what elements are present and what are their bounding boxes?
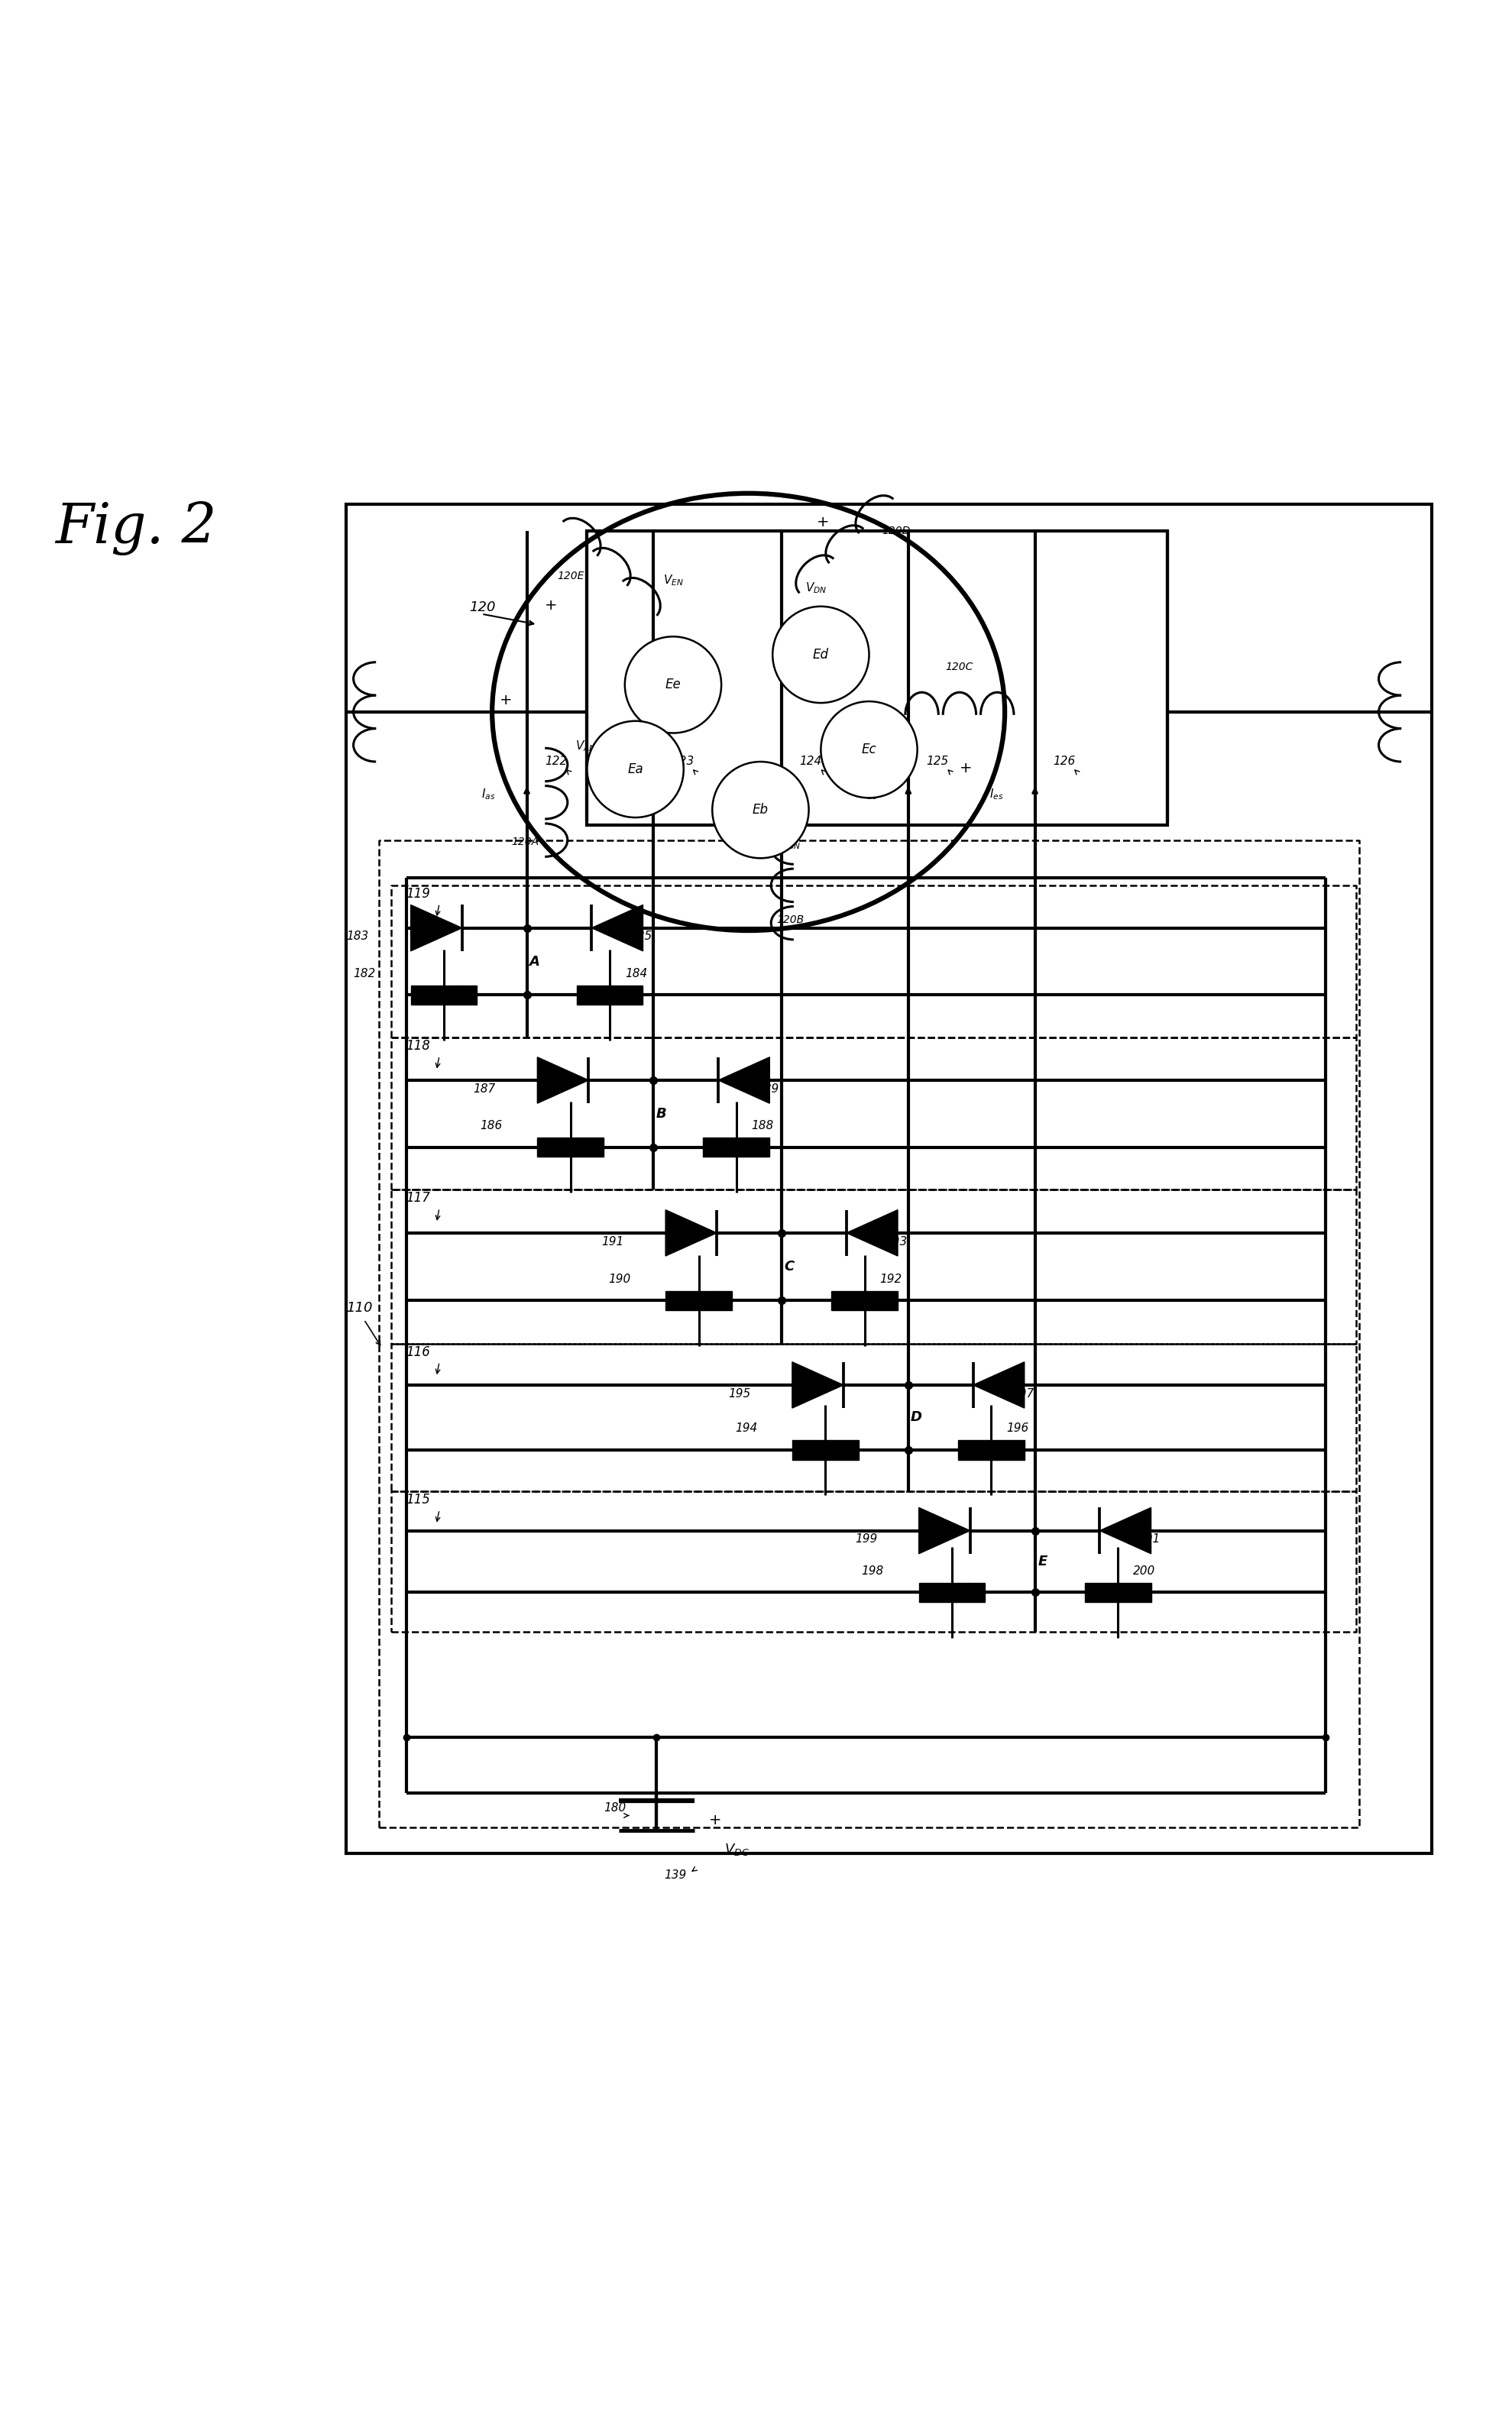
Text: $V_{DC}$: $V_{DC}$ — [724, 1843, 750, 1857]
Text: B: B — [656, 1107, 667, 1120]
Text: 125: 125 — [927, 755, 948, 767]
Bar — [919, 1582, 986, 1602]
Text: 183: 183 — [346, 930, 369, 942]
Text: 194: 194 — [735, 1424, 758, 1434]
Text: +: + — [816, 516, 829, 531]
Text: 189: 189 — [756, 1083, 779, 1095]
Text: 120B: 120B — [777, 915, 804, 925]
Text: 126: 126 — [1052, 755, 1075, 767]
Circle shape — [821, 701, 918, 798]
Bar — [792, 1441, 859, 1460]
Text: +: + — [544, 599, 558, 613]
Bar — [703, 1137, 770, 1156]
Bar — [1084, 1582, 1151, 1602]
Text: 197: 197 — [1012, 1387, 1034, 1400]
Text: E: E — [1037, 1555, 1048, 1567]
Text: 110: 110 — [346, 1302, 372, 1314]
Bar — [665, 1290, 732, 1309]
Bar — [832, 1290, 898, 1309]
Text: +: + — [499, 694, 513, 708]
Text: +: + — [960, 762, 972, 776]
Polygon shape — [591, 905, 643, 952]
Text: $I_{es}$: $I_{es}$ — [990, 786, 1004, 801]
Text: Ee: Ee — [665, 679, 680, 691]
Text: 123: 123 — [671, 755, 694, 767]
Text: $V_{AN}$: $V_{AN}$ — [575, 740, 596, 752]
Text: 120: 120 — [470, 601, 496, 613]
Bar — [411, 986, 478, 1005]
Text: 120D: 120D — [881, 526, 910, 535]
Text: Ea: Ea — [627, 762, 643, 776]
Circle shape — [587, 720, 683, 818]
Text: 122: 122 — [544, 755, 567, 767]
Text: $V_{EN}$: $V_{EN}$ — [662, 572, 683, 587]
Polygon shape — [411, 905, 463, 952]
Text: C: C — [785, 1261, 794, 1273]
Circle shape — [624, 638, 721, 733]
Polygon shape — [792, 1363, 844, 1409]
Text: 186: 186 — [481, 1120, 502, 1132]
Text: $I_{ds}$: $I_{ds}$ — [863, 786, 877, 801]
Text: $V_{CN}$: $V_{CN}$ — [892, 762, 913, 776]
Text: 119: 119 — [407, 886, 431, 901]
Text: 193: 193 — [885, 1236, 907, 1246]
Polygon shape — [1099, 1507, 1151, 1553]
Text: 192: 192 — [880, 1273, 903, 1285]
Text: 196: 196 — [1007, 1424, 1028, 1434]
Polygon shape — [718, 1056, 770, 1103]
Text: D: D — [910, 1412, 921, 1424]
Text: Eb: Eb — [753, 803, 768, 818]
Text: 139: 139 — [664, 1869, 686, 1881]
Text: $V_{DN}$: $V_{DN}$ — [806, 582, 827, 594]
Text: 198: 198 — [862, 1565, 885, 1577]
Text: 120A: 120A — [511, 837, 540, 847]
Text: 184: 184 — [624, 969, 647, 978]
Text: 124: 124 — [800, 755, 823, 767]
Text: 188: 188 — [751, 1120, 774, 1132]
Text: 118: 118 — [407, 1039, 431, 1054]
Text: A: A — [529, 954, 540, 969]
Text: $I_{bs}$: $I_{bs}$ — [608, 786, 623, 801]
Text: 201: 201 — [1139, 1533, 1161, 1546]
Text: $V_{BN}$: $V_{BN}$ — [780, 837, 801, 852]
Text: 115: 115 — [407, 1492, 431, 1507]
Bar — [537, 1137, 603, 1156]
Text: 120E: 120E — [556, 572, 584, 582]
Bar — [959, 1441, 1025, 1460]
Circle shape — [712, 762, 809, 859]
Circle shape — [773, 606, 869, 703]
Text: 182: 182 — [354, 969, 376, 978]
Text: 185: 185 — [631, 930, 653, 942]
Polygon shape — [919, 1507, 971, 1553]
Text: 190: 190 — [608, 1273, 631, 1285]
Text: 199: 199 — [854, 1533, 877, 1546]
Text: 120C: 120C — [945, 662, 974, 672]
Bar — [576, 986, 643, 1005]
Polygon shape — [974, 1363, 1025, 1409]
Text: 191: 191 — [602, 1236, 624, 1246]
Text: +: + — [733, 820, 745, 835]
Text: +: + — [709, 1813, 721, 1828]
Text: 116: 116 — [407, 1346, 431, 1358]
Text: 200: 200 — [1132, 1565, 1155, 1577]
Text: Ec: Ec — [862, 742, 877, 757]
Text: Fig. 2: Fig. 2 — [54, 501, 216, 555]
Polygon shape — [847, 1210, 898, 1256]
Text: Ed: Ed — [813, 647, 829, 662]
Text: $I_{cs}$: $I_{cs}$ — [736, 786, 750, 801]
Text: $I_{as}$: $I_{as}$ — [482, 786, 496, 801]
Text: 117: 117 — [407, 1190, 431, 1205]
Text: 195: 195 — [729, 1387, 750, 1400]
Text: 187: 187 — [473, 1083, 496, 1095]
Polygon shape — [537, 1056, 588, 1103]
Text: 180: 180 — [603, 1801, 626, 1813]
Polygon shape — [665, 1210, 717, 1256]
